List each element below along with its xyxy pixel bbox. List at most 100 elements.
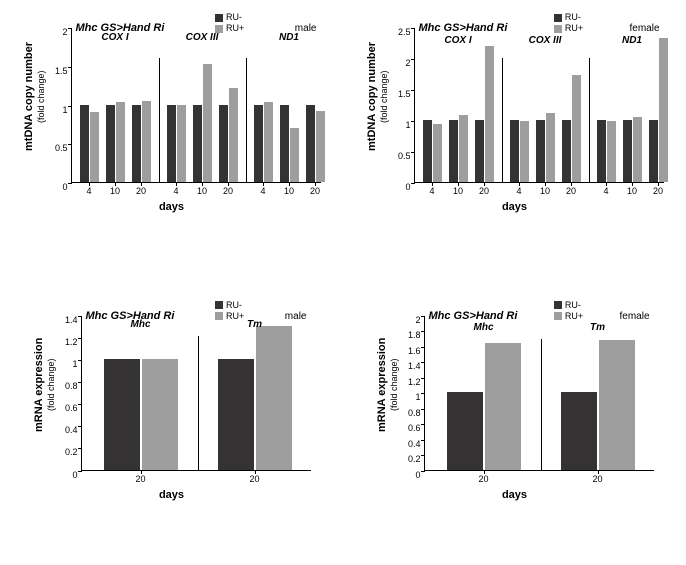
bar (116, 102, 125, 182)
bar (447, 392, 483, 470)
y-tick-label: 2 (46, 27, 68, 37)
plot-area: Mhc GS>Hand RiRU-RU+male00.511.52COX ICO… (71, 28, 321, 183)
section-label: Tm (590, 322, 605, 333)
legend-swatch-ru-minus (215, 14, 223, 22)
y-tick-label: 1.2 (399, 377, 421, 387)
y-tick-label: 0 (399, 470, 421, 480)
legend-swatch-ru-minus (554, 301, 562, 309)
y-tick-label: 0.5 (389, 151, 411, 161)
bar (599, 340, 635, 469)
bar (561, 392, 597, 470)
bar (280, 105, 289, 183)
bar (433, 124, 442, 182)
bar (256, 326, 292, 470)
y-tick-label: 1 (389, 120, 411, 130)
bar (90, 112, 99, 182)
y-tick-label: 2.5 (389, 27, 411, 37)
legend-label-ru-minus: RU- (226, 300, 242, 311)
y-tick-label: 2 (389, 58, 411, 68)
x-tick-label: 20 (249, 474, 259, 484)
y-tick-label: 0.4 (56, 425, 78, 435)
x-tick-label: 4 (86, 186, 91, 196)
chart-bot-right: mRNA expression(fold change)Mhc GS>Hand … (353, 298, 676, 556)
y-axis-label: mRNA expression(fold change) (33, 298, 57, 471)
x-tick-label: 4 (603, 186, 608, 196)
section-divider (246, 58, 247, 182)
y-tick-label: 0.4 (399, 439, 421, 449)
x-tick-label: 20 (566, 186, 576, 196)
section-label: Mhc (474, 322, 494, 333)
x-tick-label: 20 (653, 186, 663, 196)
bar (536, 120, 545, 182)
x-tick-label: 20 (592, 474, 602, 484)
x-tick-label: 4 (516, 186, 521, 196)
section-divider (589, 58, 590, 182)
y-tick-label: 1 (399, 392, 421, 402)
section-label: ND1 (622, 35, 642, 46)
y-axis-label: mtDNA copy number(fold change) (366, 10, 390, 183)
y-tick-label: 2 (399, 315, 421, 325)
bar (80, 105, 89, 183)
plot-area: Mhc GS>Hand RiRU-RU+female00.20.40.60.81… (424, 316, 654, 471)
y-tick-label: 0 (56, 470, 78, 480)
y-tick-label: 1.5 (389, 89, 411, 99)
y-axis-label: mtDNA copy number(fold change) (23, 10, 47, 183)
legend-label-ru-minus: RU- (565, 12, 581, 23)
y-tick-label: 1.5 (46, 66, 68, 76)
x-tick-label: 20 (479, 186, 489, 196)
x-axis-label: days (159, 201, 184, 213)
y-tick-label: 0.2 (56, 447, 78, 457)
bar (193, 105, 202, 183)
section-label: Tm (247, 319, 262, 330)
x-tick-label: 20 (310, 186, 320, 196)
y-tick-label: 1.4 (56, 315, 78, 325)
bar (306, 105, 315, 183)
bar (485, 46, 494, 182)
plot-area: Mhc GS>Hand RiRU-RU+female00.511.522.5CO… (414, 28, 664, 183)
section-divider (541, 339, 542, 469)
bar (423, 120, 432, 182)
x-tick-label: 10 (627, 186, 637, 196)
section-label: COX I (444, 35, 471, 46)
y-tick-label: 0.6 (399, 423, 421, 433)
bar (132, 105, 141, 183)
section-label: ND1 (279, 32, 299, 43)
y-tick-label: 1.2 (56, 337, 78, 347)
bar (485, 343, 521, 469)
section-label: COX I (101, 32, 128, 43)
y-tick-label: 1 (56, 359, 78, 369)
bar (203, 64, 212, 182)
section-label: Mhc (131, 319, 151, 330)
bar (264, 102, 273, 182)
bar (316, 111, 325, 182)
bar (219, 105, 228, 183)
y-tick-label: 0.8 (399, 408, 421, 418)
x-axis-label: days (502, 489, 527, 501)
bar (623, 120, 632, 182)
x-axis-label: days (159, 489, 184, 501)
y-tick-label: 1.8 (399, 330, 421, 340)
section-divider (502, 58, 503, 182)
x-tick-label: 10 (110, 186, 120, 196)
bar (633, 117, 642, 182)
chart-top-right: mtDNA copy number(fold change) Mhc GS>Han… (353, 10, 676, 268)
bar (142, 359, 178, 470)
bar (475, 120, 484, 182)
bar (229, 88, 238, 182)
chart-bot-left: mRNA expression(fold change)Mhc GS>Hand … (10, 298, 333, 556)
bar (218, 359, 254, 470)
bar (142, 101, 151, 182)
x-tick-label: 20 (223, 186, 233, 196)
y-tick-label: 0 (389, 182, 411, 192)
y-tick-label: 0 (46, 182, 68, 192)
x-axis-label: days (502, 201, 527, 213)
bar (177, 105, 186, 183)
x-tick-label: 10 (284, 186, 294, 196)
x-tick-label: 4 (429, 186, 434, 196)
bar (290, 128, 299, 182)
section-divider (198, 336, 199, 469)
bar (520, 121, 529, 182)
section-label: COX III (529, 35, 562, 46)
bar (459, 115, 468, 182)
bar (546, 113, 555, 182)
